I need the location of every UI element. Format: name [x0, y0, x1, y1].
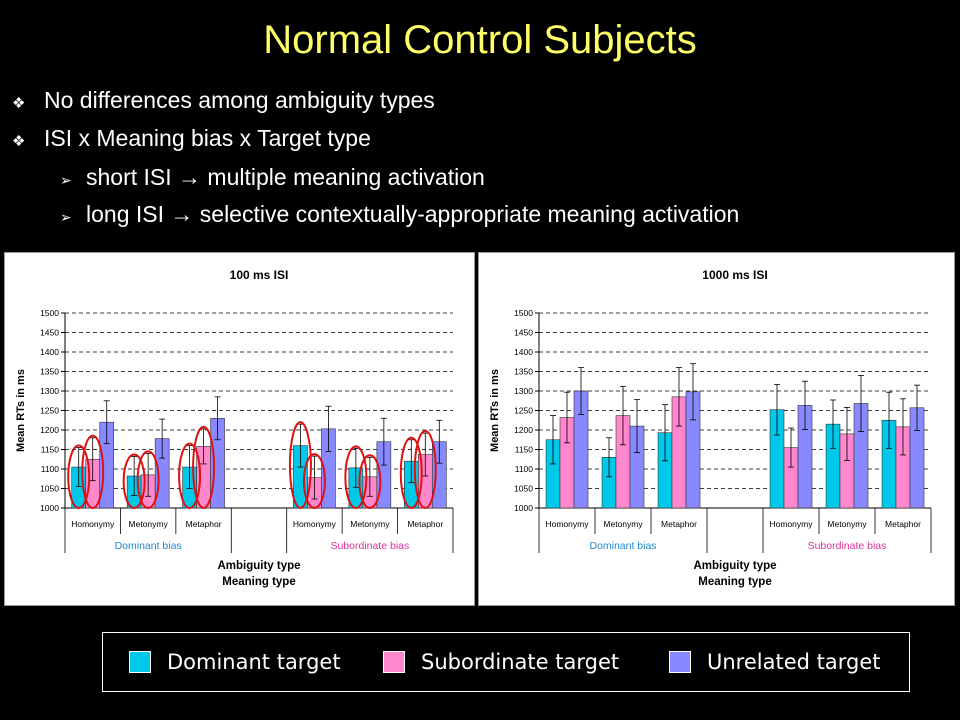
chart-1000ms: 1000 ms ISI 1000 1050 1100 1150 1200 1250 1300 1…	[489, 268, 932, 588]
highlight-ellipse	[122, 453, 146, 509]
x-tick-label: Homonymy	[546, 519, 590, 529]
y-tick-label: 1100	[41, 464, 60, 474]
highlight-ellipse	[178, 442, 202, 510]
x-axis-label-secondary: Meaning type	[698, 576, 771, 588]
sub-bullet-item: ➢ short ISI → multiple meaning activation	[60, 164, 485, 191]
y-tick-label: 1250	[514, 406, 533, 416]
highlight-ellipse	[344, 445, 368, 509]
sub-bullet-item: ➢ long ISI → selective contextually-appro…	[60, 201, 739, 228]
y-tick-label: 1450	[40, 328, 59, 338]
bullet-text: No differences among ambiguity types	[44, 87, 435, 113]
bullet-text: short ISI → multiple meaning activation	[86, 164, 485, 190]
highlight-ellipse	[288, 421, 312, 509]
x-tick-label: Homonymy	[71, 519, 115, 529]
y-tick-label: 1150	[515, 445, 534, 455]
chart-title: 1000 ms ISI	[702, 268, 767, 282]
chart-panel-1000ms: 1000 ms ISI 1000 1050 1100 1150 1200 1250 1300 1…	[478, 252, 955, 606]
x-axis-label-secondary: Meaning type	[222, 576, 295, 588]
y-tick-label: 1400	[514, 347, 533, 357]
x-tick-label: Metaphor	[661, 519, 697, 529]
x-tick-label: Metaphor	[407, 519, 443, 529]
x-axis-label: Ambiguity type	[217, 560, 300, 572]
chart-title: 100 ms ISI	[230, 268, 289, 282]
y-tick-label: 1350	[514, 367, 533, 377]
legend-swatch	[129, 651, 151, 673]
y-tick-label: 1500	[514, 308, 533, 318]
group-label: Dominant bias	[589, 540, 656, 552]
highlight-ellipse	[136, 450, 160, 509]
highlight-ellipse	[192, 425, 216, 509]
x-tick-label: Metonymy	[603, 519, 643, 529]
legend-item-subordinate: Subordinate target	[383, 648, 619, 676]
y-tick-label: 1050	[40, 484, 59, 494]
y-axis-label: Mean RTs in ms	[489, 369, 501, 452]
legend-label: Unrelated target	[707, 650, 881, 674]
y-tick-label: 1200	[40, 425, 59, 435]
y-tick-label: 1150	[41, 445, 60, 455]
legend-label: Dominant target	[167, 650, 341, 674]
legend-label: Subordinate target	[421, 650, 620, 674]
group-label: Subordinate bias	[330, 540, 409, 552]
highlight-ellipse	[399, 436, 423, 509]
y-tick-label: 1450	[514, 328, 533, 338]
x-tick-label: Metonymy	[129, 519, 169, 529]
legend-item-unrelated: Unrelated target	[669, 648, 881, 676]
legend-item-dominant: Dominant target	[129, 648, 341, 676]
x-tick-label: Metonymy	[827, 519, 867, 529]
y-tick-label: 1250	[40, 406, 59, 416]
diamond-cluster-icon: ❖	[12, 95, 26, 112]
diamond-cluster-icon: ❖	[12, 133, 26, 150]
slide-title: Normal Control Subjects	[263, 18, 697, 62]
y-tick-label: 1400	[40, 347, 59, 357]
legend-swatch	[383, 651, 405, 673]
highlight-ellipse	[81, 434, 105, 509]
legend: Dominant target Subordinate target Unrel…	[102, 632, 910, 692]
highlight-ellipse	[67, 444, 91, 509]
group-label: Dominant bias	[115, 540, 182, 552]
arrow-chevron-icon: ➢	[60, 172, 72, 188]
group-label: Subordinate bias	[808, 540, 887, 552]
y-tick-label: 1000	[40, 503, 59, 513]
y-tick-label: 1050	[514, 484, 533, 494]
y-tick-label: 1000	[514, 503, 533, 513]
y-tick-label: 1300	[40, 386, 59, 396]
y-tick-label: 1200	[514, 425, 533, 435]
legend-swatch	[669, 651, 691, 673]
chart-panel-100ms: 100 ms ISI 1000 1050 1100 1150 1200 1250 1300 13…	[4, 252, 475, 606]
y-tick-label: 1300	[514, 386, 533, 396]
x-tick-label: Metonymy	[350, 519, 390, 529]
arrow-chevron-icon: ➢	[60, 209, 72, 225]
y-tick-label: 1100	[515, 464, 534, 474]
chart-100ms: 100 ms ISI 1000 1050 1100 1150 1200 1250 1300 13…	[15, 268, 454, 588]
y-axis-label: Mean RTs in ms	[15, 369, 27, 452]
x-tick-label: Metaphor	[186, 519, 222, 529]
y-tick-label: 1350	[40, 367, 59, 377]
bullet-item: ❖ ISI x Meaning bias x Target type	[12, 125, 371, 152]
x-tick-label: Metaphor	[885, 519, 921, 529]
bullet-text: long ISI → selective contextually-approp…	[86, 201, 740, 227]
highlight-ellipse	[302, 453, 326, 510]
y-tick-label: 1500	[40, 308, 59, 318]
x-axis-label: Ambiguity type	[693, 560, 776, 572]
highlight-ellipse	[413, 430, 437, 509]
x-tick-label: Homonymy	[770, 519, 814, 529]
x-tick-label: Homonymy	[293, 519, 337, 529]
highlight-ellipse	[358, 454, 382, 509]
bullet-item: ❖ No differences among ambiguity types	[12, 87, 435, 114]
bullet-text: ISI x Meaning bias x Target type	[44, 125, 371, 151]
